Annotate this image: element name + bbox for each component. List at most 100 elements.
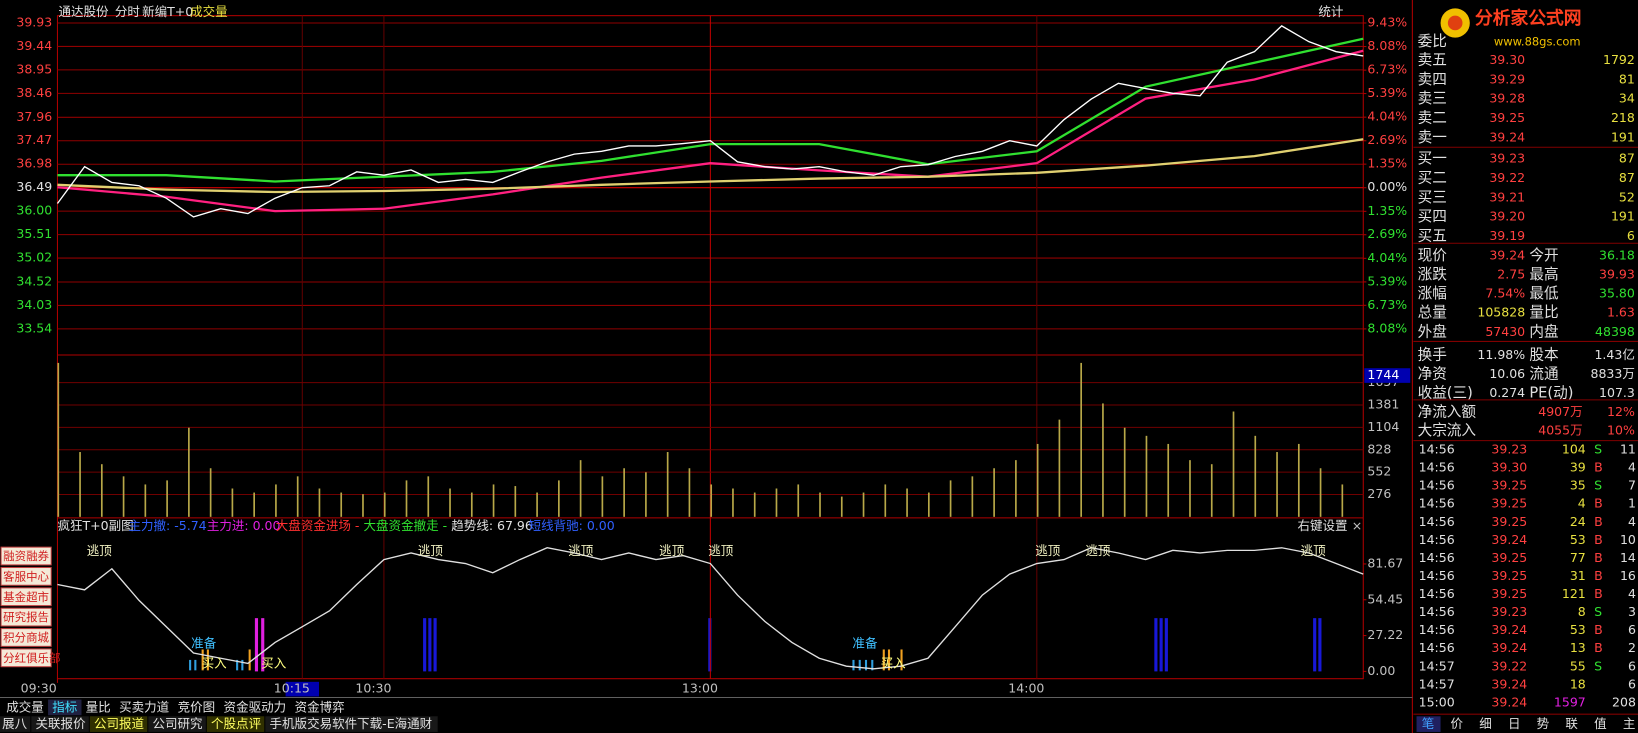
- bottom-tab[interactable]: 资金博弈: [295, 699, 345, 714]
- y-tick-label: 34.03: [16, 297, 52, 312]
- side-tab[interactable]: 主: [1623, 716, 1636, 731]
- link[interactable]: 手机版交易软件下载-E海通财: [270, 716, 433, 731]
- volume-bar: [1297, 443, 1300, 517]
- side-tab[interactable]: 价: [1450, 716, 1463, 731]
- volume-bar: [1167, 443, 1170, 517]
- quote-label: 内盘: [1529, 322, 1558, 340]
- volume-bar: [275, 484, 277, 517]
- y-tick-label: 54.45: [1367, 591, 1403, 606]
- volume-bar: [1341, 484, 1344, 517]
- stats-button[interactable]: 统计: [1318, 4, 1343, 19]
- quote-value: 39.24: [1489, 247, 1525, 262]
- signal-bar: [864, 659, 868, 671]
- link[interactable]: 公司研究: [153, 716, 204, 731]
- trade-price: 39.22: [1491, 658, 1527, 673]
- signal-label: 逃顶: [1035, 543, 1061, 558]
- volume-bar: [1254, 435, 1257, 517]
- link[interactable]: 展八: [2, 716, 28, 731]
- signal-label: 准备: [852, 636, 878, 651]
- trade-count: 6: [1628, 622, 1636, 637]
- volume-bar: [536, 492, 538, 517]
- y-tick-label: 27.22: [1367, 627, 1403, 642]
- order-price: 39.28: [1489, 91, 1525, 106]
- volume-bar: [971, 476, 974, 517]
- order-label: 卖二: [1418, 110, 1447, 127]
- volume-bar: [1210, 464, 1213, 517]
- signal-bar: [194, 659, 197, 671]
- side-button[interactable]: 分红俱乐部: [3, 651, 60, 665]
- side-button[interactable]: 融资融券: [3, 549, 49, 563]
- volume-bar: [427, 476, 430, 517]
- volume-bar: [927, 492, 930, 517]
- trade-side: B: [1594, 460, 1603, 475]
- bottom-tab[interactable]: 竞价图: [178, 699, 216, 714]
- trade-count: 10: [1620, 532, 1636, 547]
- side-tab[interactable]: 值: [1594, 716, 1607, 731]
- trade-volume: 4: [1578, 496, 1586, 511]
- volume-bar: [645, 472, 647, 517]
- y2-tick-label: 5.39%: [1367, 85, 1407, 100]
- y2-tick-label: 1.35%: [1367, 156, 1407, 171]
- order-price: 39.25: [1489, 110, 1525, 125]
- y-tick-label: 39.44: [16, 38, 52, 53]
- trade-volume: 39: [1570, 460, 1586, 475]
- trade-count: 4: [1628, 586, 1636, 601]
- side-tab[interactable]: 笔: [1422, 716, 1435, 731]
- side-button[interactable]: 积分商城: [3, 630, 49, 644]
- cursor-box: [1364, 368, 1411, 383]
- quote-value: 0.274: [1489, 385, 1525, 400]
- order-price: 39.20: [1489, 209, 1525, 224]
- trade-volume: 8: [1578, 604, 1586, 619]
- signal-label: 买入: [881, 656, 907, 671]
- volume-bar: [688, 468, 691, 517]
- trade-price: 39.30: [1491, 460, 1527, 475]
- bottom-tab[interactable]: 资金驱动力: [224, 699, 287, 714]
- signal-label: 逃顶: [1301, 543, 1327, 558]
- side-tab[interactable]: 势: [1537, 716, 1550, 731]
- x-tick-label: 10:15: [274, 681, 310, 696]
- volume-bar: [1102, 403, 1104, 517]
- trade-side: B: [1594, 640, 1603, 655]
- link[interactable]: 个股点评: [211, 716, 262, 731]
- trade-time: 14:56: [1419, 532, 1455, 547]
- signal-bar: [201, 649, 204, 671]
- close-button[interactable]: ×: [1352, 518, 1363, 533]
- order-volume: 218: [1611, 110, 1635, 125]
- quote-label: PE(动): [1529, 385, 1573, 402]
- side-button[interactable]: 基金超市: [3, 590, 49, 604]
- side-tab[interactable]: 联: [1565, 716, 1578, 731]
- link[interactable]: 公司报道: [94, 716, 145, 731]
- bottom-tab[interactable]: 买卖力道: [119, 699, 170, 714]
- bottom-tab[interactable]: 指标: [52, 699, 77, 714]
- y-tick-label: 1104: [1367, 419, 1399, 434]
- settings-button[interactable]: 右键设置: [1297, 518, 1347, 533]
- y2-tick-label: 9.43%: [1367, 14, 1407, 29]
- flow-pct: 10%: [1607, 423, 1635, 438]
- link-bg: [0, 716, 31, 732]
- signal-bar: [1318, 618, 1322, 672]
- side-button[interactable]: 研究报告: [3, 610, 49, 624]
- trade-time: 14:56: [1419, 586, 1455, 601]
- y2-tick-label: 8.08%: [1367, 38, 1407, 53]
- volume-bar: [949, 480, 952, 517]
- trade-count: 2: [1628, 640, 1636, 655]
- link[interactable]: 关联报价: [36, 716, 87, 731]
- volume-bar: [623, 468, 625, 517]
- trade-time: 14:56: [1419, 496, 1455, 511]
- y-tick-label: 0.00: [1367, 663, 1395, 678]
- volume-bar: [209, 468, 212, 517]
- bottom-tab[interactable]: 成交量: [6, 699, 44, 714]
- trade-volume: 35: [1570, 478, 1586, 493]
- side-tab[interactable]: 日: [1508, 716, 1521, 731]
- order-volume: 191: [1611, 129, 1635, 144]
- volume-bar: [57, 362, 60, 517]
- side-tab[interactable]: 细: [1479, 716, 1492, 731]
- volume-bar: [797, 484, 800, 517]
- trade-count: 4: [1628, 460, 1636, 475]
- y2-tick-label: 8.08%: [1367, 320, 1407, 335]
- trade-time: 14:56: [1419, 604, 1455, 619]
- y2-tick-label: 4.04%: [1367, 109, 1407, 124]
- bottom-tab[interactable]: 量比: [86, 699, 111, 714]
- link-bg: [89, 716, 148, 732]
- side-button[interactable]: 客服中心: [3, 569, 49, 583]
